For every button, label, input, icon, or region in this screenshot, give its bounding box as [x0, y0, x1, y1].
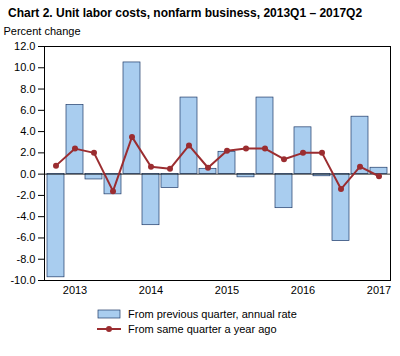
- html-text:Chart 2. Unit labor costs, non: Chart 2. Unit labor costs, nonfarm busin…: [8, 6, 363, 20]
- svg-text:4.0: 4.0: [20, 125, 35, 137]
- svg-text:Percent change: Percent change: [4, 25, 81, 37]
- svg-text:2017: 2017: [367, 284, 391, 296]
- svg-text:-10.0: -10.0: [10, 274, 35, 286]
- svg-text:-8.0: -8.0: [17, 253, 36, 265]
- svg-text:-6.0: -6.0: [17, 231, 36, 243]
- svg-text:2015: 2015: [215, 284, 239, 296]
- html-text:From previous quarter, annual: From previous quarter, annual rate: [128, 307, 297, 320]
- html-text:From same quarter a year ago: From same quarter a year ago: [128, 322, 277, 335]
- svg-text:0.0: 0.0: [20, 168, 35, 180]
- svg-text:6.0: 6.0: [20, 104, 35, 116]
- svg-text:12.0: 12.0: [14, 40, 35, 52]
- svg-text:-4.0: -4.0: [17, 210, 36, 222]
- svg-text:10.0: 10.0: [14, 61, 35, 73]
- svg-text:2013: 2013: [63, 284, 87, 296]
- svg-text:8.0: 8.0: [20, 83, 35, 95]
- svg-text:2.0: 2.0: [20, 146, 35, 158]
- svg-text:-2.0: -2.0: [17, 189, 36, 201]
- svg-text:2014: 2014: [139, 284, 163, 296]
- svg-text:2016: 2016: [291, 284, 315, 296]
